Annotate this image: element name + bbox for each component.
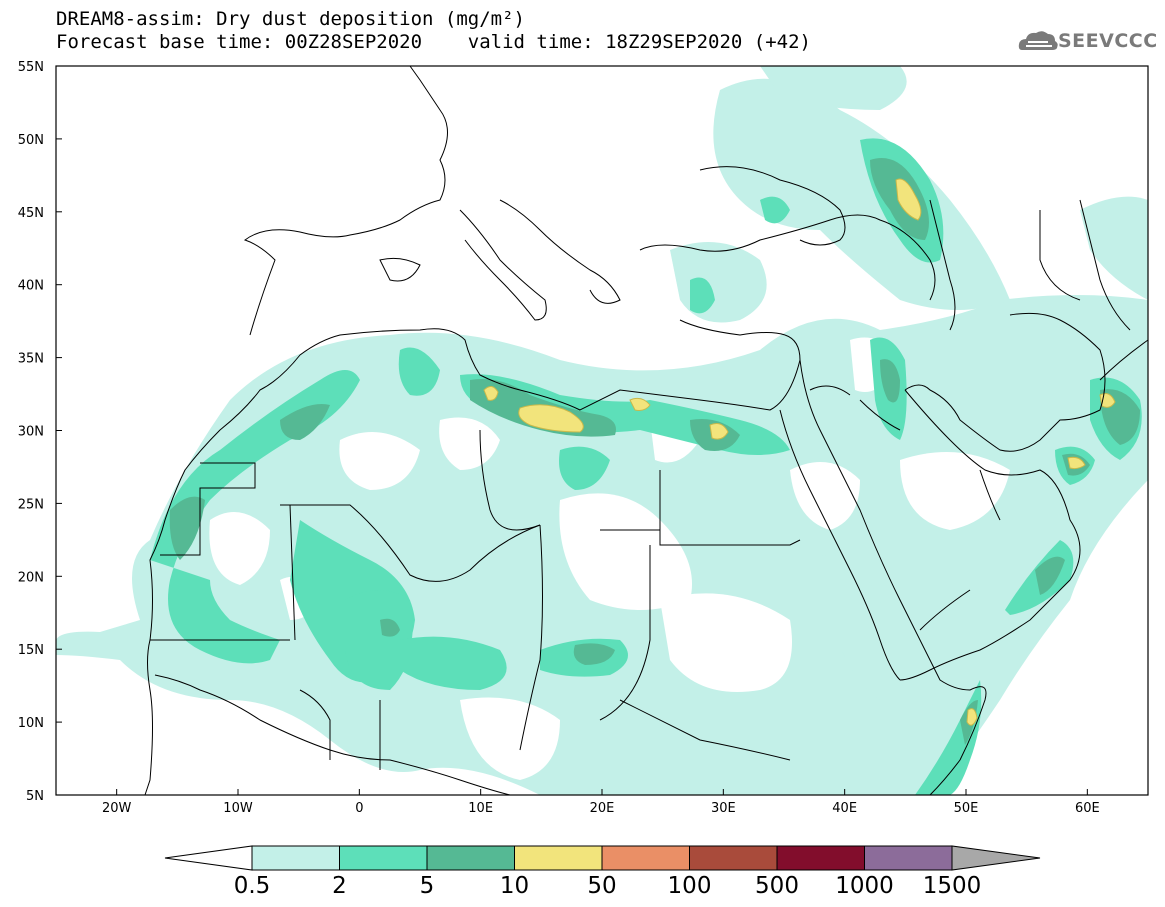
lat-label-40N: 40N	[18, 279, 44, 294]
colorbar-under-triangle	[164, 845, 253, 871]
level-4-areas	[483, 178, 1116, 726]
lat-label-30N: 30N	[18, 425, 44, 440]
lon-label-20E: 20E	[590, 801, 615, 816]
colorbar-box-6	[689, 845, 778, 871]
cloud-icon	[1018, 31, 1058, 50]
colorbar-box-5	[601, 845, 690, 871]
longitude-labels: 20W 10W 0 10E 20E 30E 40E 50E 60E	[102, 789, 1100, 816]
lat-label-5N: 5N	[26, 789, 44, 804]
dust-shading	[56, 66, 1148, 795]
lat-label-50N: 50N	[18, 133, 44, 148]
colorbar-box-3	[426, 845, 515, 871]
colorbar-over-triangle	[951, 845, 1041, 871]
lon-label-40E: 40E	[832, 801, 857, 816]
lon-label-30E: 30E	[711, 801, 736, 816]
coastlines-borders	[144, 65, 1149, 796]
lat-label-35N: 35N	[18, 352, 44, 367]
lat-label-55N: 55N	[18, 60, 44, 75]
title-line-1: DREAM8-assim: Dry dust deposition (mg/m²…	[56, 8, 525, 30]
colorbar-label-2: 2	[332, 873, 347, 899]
colorbar-label-0.5: 0.5	[234, 873, 271, 899]
colorbar-label-10: 10	[500, 873, 529, 899]
lon-label-50E: 50E	[954, 801, 979, 816]
map-title: DREAM8-assim: Dry dust deposition (mg/m²…	[56, 8, 811, 54]
colorbar-box-1	[251, 845, 340, 871]
colorbar: 0.5 2 5 10 50 100 500 1000 1500	[164, 845, 1041, 899]
logo-text: SEEVCCC	[1058, 30, 1158, 52]
lon-label-20W: 20W	[102, 801, 132, 816]
lon-label-60E: 60E	[1075, 801, 1100, 816]
title-line-2: Forecast base time: 00Z28SEP2020 valid t…	[56, 31, 811, 53]
colorbar-box-8	[864, 845, 953, 871]
latitude-labels: 55N 50N 45N 40N 35N 30N 25N 20N 15N 10N 5N	[18, 60, 62, 804]
colorbar-label-1500: 1500	[923, 873, 982, 899]
lat-label-25N: 25N	[18, 497, 44, 512]
colorbar-box-7	[776, 845, 865, 871]
lat-label-20N: 20N	[18, 570, 44, 585]
colorbar-label-1000: 1000	[835, 873, 894, 899]
colorbar-label-5: 5	[420, 873, 435, 899]
colorbar-label-50: 50	[587, 873, 616, 899]
colorbar-box-2	[339, 845, 428, 871]
lon-label-0: 0	[355, 801, 363, 816]
lat-label-45N: 45N	[18, 206, 44, 221]
colorbar-label-100: 100	[668, 873, 712, 899]
lon-label-10W: 10W	[223, 801, 253, 816]
lon-label-10E: 10E	[468, 801, 493, 816]
colorbar-label-500: 500	[755, 873, 799, 899]
lat-label-15N: 15N	[18, 643, 44, 658]
lat-label-10N: 10N	[18, 716, 44, 731]
colorbar-box-4	[514, 845, 603, 871]
